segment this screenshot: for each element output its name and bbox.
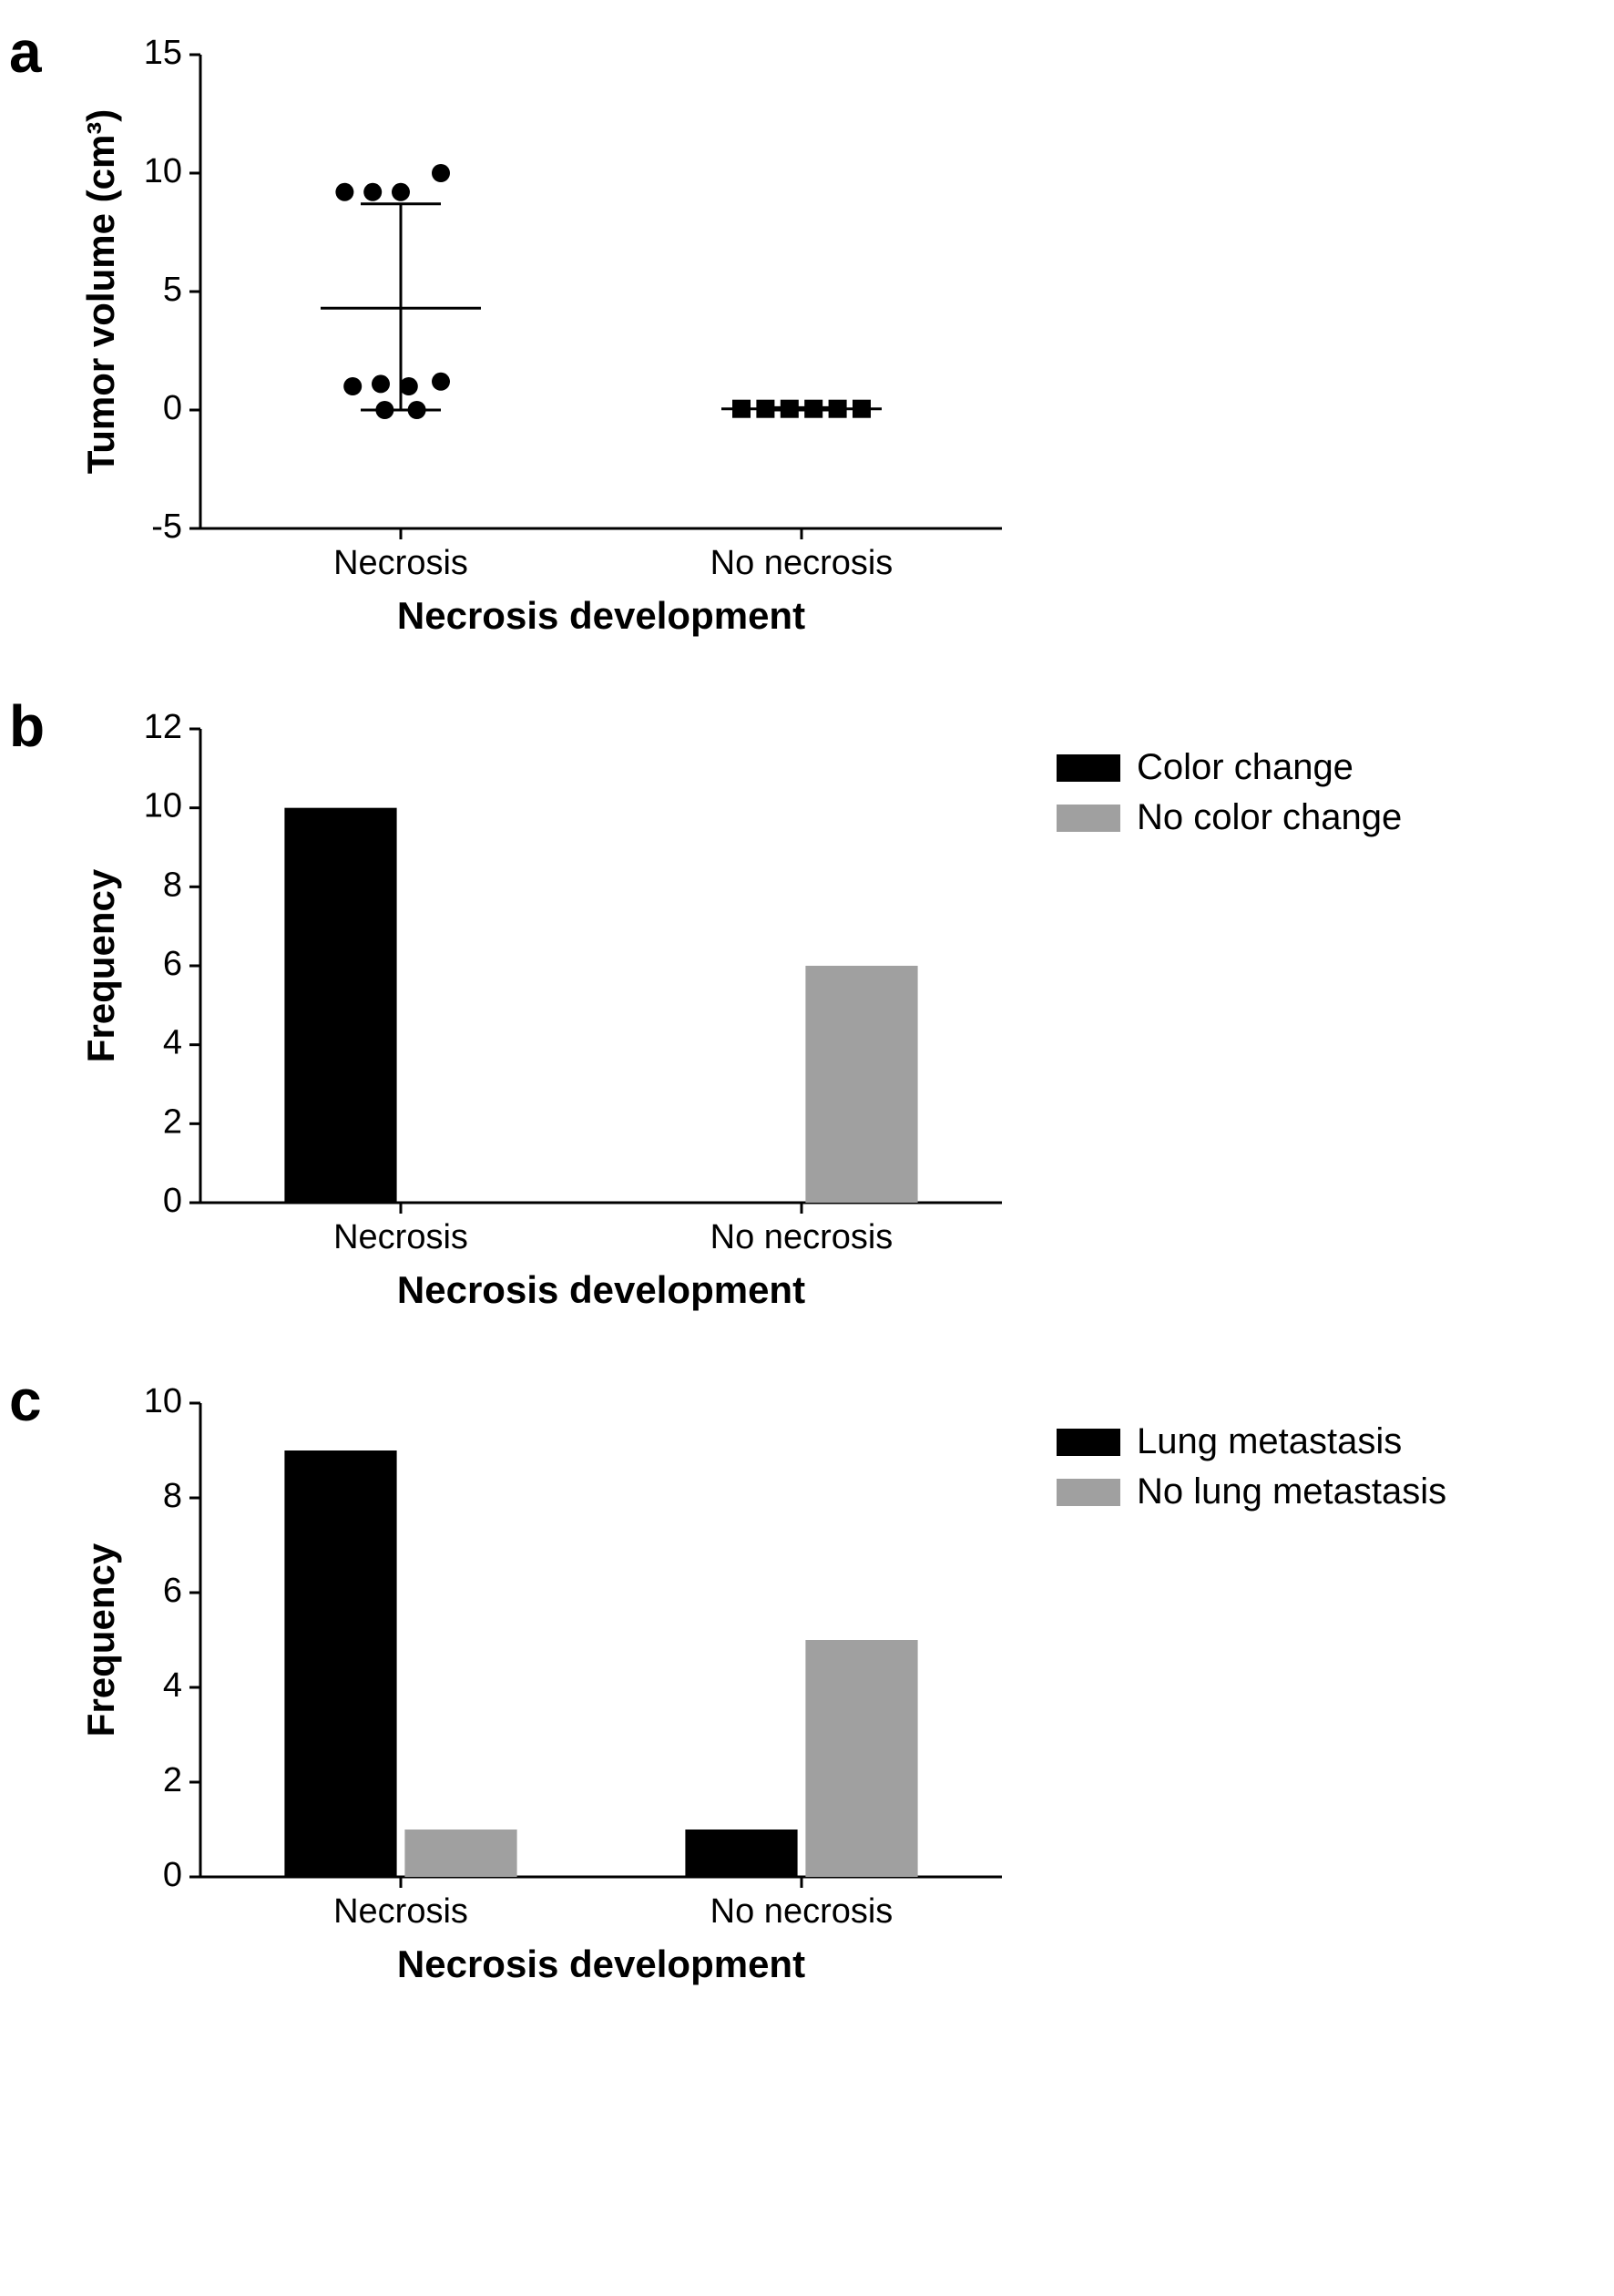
svg-text:0: 0 bbox=[163, 389, 182, 427]
legend-b: Color change No color change bbox=[1057, 747, 1402, 838]
svg-text:6: 6 bbox=[163, 945, 182, 983]
svg-text:Necrosis development: Necrosis development bbox=[397, 1268, 805, 1311]
bar-chart: 0 2 4 6 8 10 12 Frequency Necrosis No necrosis Nec… bbox=[55, 711, 1020, 1330]
panel-c: c 0246810FrequencyNecrosisNo necrosisNec… bbox=[55, 1385, 1578, 2004]
svg-text:Frequency: Frequency bbox=[79, 1543, 122, 1737]
panel-label-c: c bbox=[9, 1367, 42, 1434]
legend-item: Lung metastasis bbox=[1057, 1421, 1446, 1462]
legend-label: No color change bbox=[1137, 797, 1402, 838]
panel-b: b 024681012FrequencyNecrosisNo necrosisN… bbox=[55, 711, 1578, 1330]
panel-label-b: b bbox=[9, 692, 45, 760]
panel-label-a: a bbox=[9, 18, 42, 86]
svg-text:12: 12 bbox=[144, 711, 182, 746]
svg-text:2: 2 bbox=[163, 1102, 182, 1141]
scatter-chart: -5 0 5 10 15 Tumor volume (cm³) Necrosis No nec… bbox=[55, 36, 1020, 656]
figure: a -5051015Tumor volume (cm³)NecrosisNo n… bbox=[55, 36, 1578, 2004]
svg-text:15: 15 bbox=[144, 36, 182, 72]
svg-text:2: 2 bbox=[163, 1761, 182, 1799]
svg-text:Frequency: Frequency bbox=[79, 868, 122, 1062]
svg-text:No necrosis: No necrosis bbox=[710, 544, 894, 582]
svg-text:6: 6 bbox=[163, 1572, 182, 1610]
svg-text:No necrosis: No necrosis bbox=[710, 1892, 894, 1931]
legend-item: Color change bbox=[1057, 747, 1402, 788]
svg-text:Necrosis: Necrosis bbox=[333, 1218, 468, 1256]
svg-text:10: 10 bbox=[144, 787, 182, 825]
svg-text:8: 8 bbox=[163, 866, 182, 904]
svg-text:5: 5 bbox=[163, 271, 182, 309]
svg-text:10: 10 bbox=[144, 1385, 182, 1420]
legend-item: No lung metastasis bbox=[1057, 1471, 1446, 1512]
svg-text:4: 4 bbox=[163, 1024, 182, 1062]
svg-text:Necrosis: Necrosis bbox=[333, 1892, 468, 1931]
legend-label: No lung metastasis bbox=[1137, 1471, 1446, 1512]
legend-swatch bbox=[1057, 805, 1120, 832]
panel-a: a -5051015Tumor volume (cm³)NecrosisNo n… bbox=[55, 36, 1578, 656]
svg-text:0: 0 bbox=[163, 1856, 182, 1894]
svg-text:Necrosis development: Necrosis development bbox=[397, 1942, 805, 1985]
legend-swatch bbox=[1057, 1429, 1120, 1456]
legend-label: Lung metastasis bbox=[1137, 1421, 1402, 1462]
svg-text:-5: -5 bbox=[151, 507, 182, 546]
svg-text:Necrosis development: Necrosis development bbox=[397, 594, 805, 637]
svg-text:Necrosis: Necrosis bbox=[333, 544, 468, 582]
legend-label: Color change bbox=[1137, 747, 1354, 788]
svg-text:No necrosis: No necrosis bbox=[710, 1218, 894, 1256]
legend-swatch bbox=[1057, 754, 1120, 782]
svg-text:0: 0 bbox=[163, 1182, 182, 1220]
legend-swatch bbox=[1057, 1479, 1120, 1506]
legend-c: Lung metastasis No lung metastasis bbox=[1057, 1421, 1446, 1512]
svg-text:8: 8 bbox=[163, 1477, 182, 1515]
legend-item: No color change bbox=[1057, 797, 1402, 838]
svg-text:Tumor volume (cm³): Tumor volume (cm³) bbox=[79, 109, 122, 475]
svg-text:10: 10 bbox=[144, 152, 182, 190]
bar-chart: 0 2 4 6 8 10 Frequency Necrosis No necrosis Necro… bbox=[55, 1385, 1020, 2004]
svg-text:4: 4 bbox=[163, 1666, 182, 1705]
